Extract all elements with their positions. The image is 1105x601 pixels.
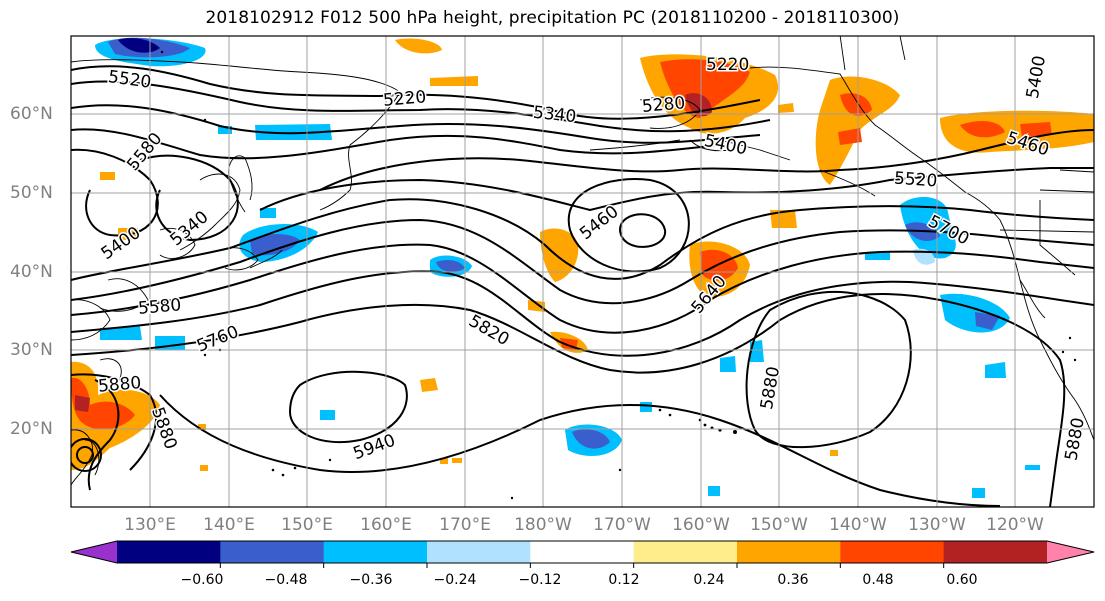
negative-precip-shading	[95, 37, 1040, 498]
colorbar-tick-label: 0.60	[946, 572, 978, 588]
colorbar-tick-label: −0.12	[518, 572, 562, 588]
map-title: 2018102912 F012 500 hPa height, precipit…	[205, 8, 900, 28]
contour-label: 5520	[893, 169, 938, 192]
lat-label-50n: 50°N	[10, 183, 53, 203]
contour-label: 5220	[706, 55, 749, 75]
colorbar-tick-label: 0.24	[693, 572, 725, 588]
lon-label-180w: 180°W	[514, 515, 572, 535]
colorbar-tick-label: −0.24	[433, 572, 477, 588]
lon-label-120w: 120°W	[986, 515, 1044, 535]
lon-label-150w: 150°W	[750, 515, 808, 535]
colorbar-tick-label: −0.60	[180, 572, 224, 588]
map-frame	[70, 35, 1095, 508]
contour-label: 5880	[97, 373, 142, 397]
lon-label-140e: 140°E	[203, 515, 255, 535]
colorbar-tick-label: 0.48	[862, 572, 894, 588]
lon-label-160e: 160°E	[360, 515, 412, 535]
lon-label-170e: 170°E	[439, 515, 491, 535]
colorbar-tick-label: −0.36	[349, 572, 393, 588]
contour-label: 5220	[382, 87, 427, 111]
colorbar-tick-label: −0.48	[264, 572, 308, 588]
contour-label: 5280	[641, 93, 686, 117]
lat-label-40n: 40°N	[10, 262, 53, 282]
colorbar-tick-label: 0.36	[777, 572, 809, 588]
lat-lon-grid	[71, 36, 1094, 507]
lat-label-30n: 30°N	[10, 340, 53, 360]
height-contours	[71, 65, 1094, 507]
lon-label-150e: 150°E	[281, 515, 333, 535]
lat-label-20n: 20°N	[10, 419, 53, 439]
lon-label-140w: 140°W	[829, 515, 887, 535]
contour-label: 5580	[137, 295, 182, 319]
lon-label-130e: 130°E	[124, 515, 176, 535]
colorbar-tick-label: 0.12	[608, 572, 640, 588]
lat-label-60n: 60°N	[10, 104, 53, 124]
lon-label-130w: 130°W	[908, 515, 966, 535]
lon-label-160w: 160°W	[672, 515, 730, 535]
lon-label-170w: 170°W	[593, 515, 651, 535]
